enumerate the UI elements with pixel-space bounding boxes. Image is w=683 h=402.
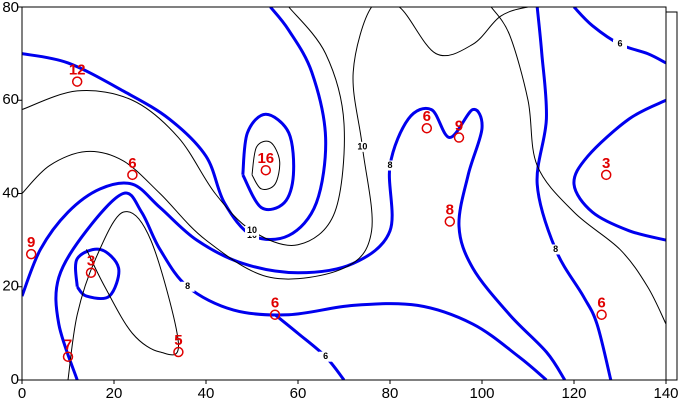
data-point: [71, 76, 83, 87]
contour-label: 10: [357, 141, 367, 151]
x-tick-label: 80: [382, 385, 399, 402]
point-label: 12: [69, 62, 86, 79]
point-label: 9: [455, 118, 463, 135]
side-strip: [665, 11, 678, 381]
x-tick-label: 20: [106, 385, 123, 402]
contour-line: [535, 7, 613, 380]
contour-label: 8: [553, 244, 558, 254]
contour-label-bg: [383, 160, 397, 171]
x-tick-label: 100: [469, 385, 494, 402]
plot-frame: [21, 6, 667, 381]
contour-line: [74, 247, 121, 301]
contour-layer: 10108108686: [22, 7, 666, 380]
point-label: 6: [271, 295, 279, 312]
point-label: 5: [174, 332, 182, 349]
y-tick-label: 40: [2, 184, 19, 201]
x-tick-label: 120: [561, 385, 586, 402]
y-tick-label: 80: [2, 0, 19, 16]
contour-label: 6: [617, 39, 622, 49]
data-point: [127, 169, 138, 181]
data-point: [85, 267, 97, 279]
point-label: 6: [128, 155, 136, 172]
contour-label-bg: [245, 225, 259, 236]
point-label: 8: [446, 201, 454, 218]
point-label: 6: [597, 295, 605, 312]
y-tick-label: 0: [11, 371, 19, 388]
data-point: [421, 122, 433, 134]
data-point: [25, 248, 37, 260]
contour-label: 10: [247, 225, 257, 235]
point-label: 7: [64, 337, 72, 354]
contour-label: 6: [323, 351, 328, 361]
contour-line: [490, 7, 666, 325]
contour-label-bg: [355, 141, 370, 152]
contour-line: [241, 112, 296, 211]
y-tick-label: 60: [2, 91, 19, 108]
data-point: [600, 169, 612, 181]
x-tick-label: 40: [198, 385, 215, 402]
data-point: [62, 351, 74, 362]
data-point: [453, 132, 465, 143]
contour-label: 8: [185, 281, 190, 291]
contour-line: [274, 313, 346, 380]
point-label: 16: [257, 150, 274, 167]
contour-label-bg: [548, 244, 563, 255]
point-label: 3: [87, 253, 95, 270]
contour-line: [54, 191, 548, 380]
contour-line: [572, 7, 666, 65]
contour-line: [572, 98, 666, 242]
contour-label-bg: [180, 281, 195, 292]
data-point: [173, 346, 184, 358]
point-label: 6: [423, 108, 431, 125]
contour-label-bg: [318, 351, 333, 362]
data-point: [260, 164, 272, 176]
contour-line: [251, 140, 281, 190]
contour-label: 8: [387, 160, 392, 170]
x-tick-label: 140: [653, 385, 678, 402]
contour-line: [67, 211, 179, 380]
data-point: [444, 216, 456, 227]
point-label: 9: [27, 234, 35, 251]
contour-line: [22, 7, 547, 280]
x-tick-label: 0: [18, 385, 26, 402]
x-tick-label: 60: [290, 385, 307, 402]
data-point: [596, 309, 607, 320]
contour-label-bg: [613, 39, 627, 50]
data-point: [269, 309, 281, 320]
point-label: 3: [602, 155, 610, 172]
y-tick-label: 20: [2, 278, 19, 295]
